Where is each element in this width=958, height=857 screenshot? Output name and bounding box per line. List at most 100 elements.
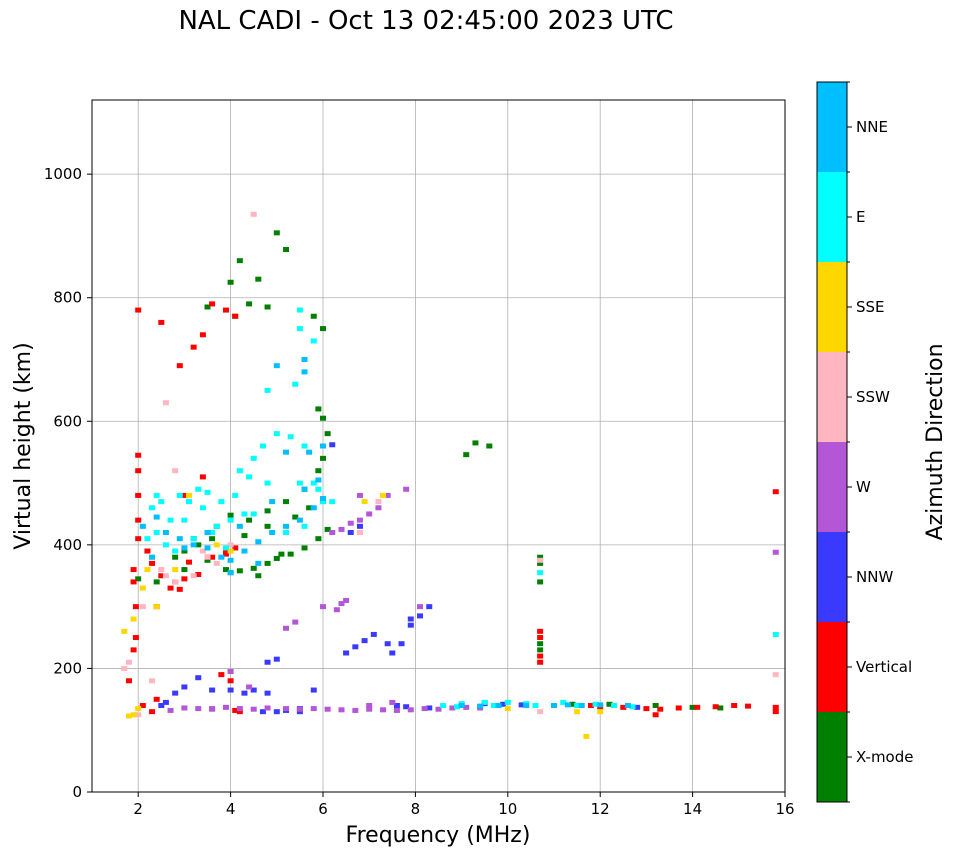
point-e [158,499,165,505]
point-nnw [407,622,414,628]
point-e [209,530,216,535]
y-axis: 0 200 400 600 800 1000 [44,165,92,801]
point-e [204,489,211,495]
point-nnw [264,690,271,696]
point-nne [301,369,308,375]
point-w [329,530,336,535]
point-vertical [694,704,701,710]
point-w [356,517,363,523]
point-x-mode [255,573,262,579]
point-x-mode [250,565,257,571]
point-nne [269,530,276,535]
point-sse [153,604,160,610]
point-w [449,705,456,711]
point-nnw [398,641,405,647]
point-x-mode [287,551,294,557]
point-sse [186,492,193,498]
point-x-mode [236,568,243,574]
point-nnw [361,638,368,644]
colorbar-tick-label: SSW [856,388,890,406]
point-vertical [190,344,197,350]
point-nnw [310,687,317,693]
point-vertical [135,492,142,498]
colorbar-tick-label: E [856,208,865,226]
point-w [352,707,359,713]
point-x-mode [236,258,243,264]
point-vertical [643,706,650,712]
point-nne [227,557,234,563]
point-w [380,707,387,713]
colorbar-segment [817,172,847,262]
point-vertical [772,704,779,710]
y-tick-label: 200 [53,659,82,677]
point-x-mode [537,641,544,647]
point-vertical [144,548,151,554]
point-e [532,703,539,708]
point-vertical [222,551,229,557]
point-x-mode [486,443,493,449]
point-vertical [232,313,239,319]
point-w [296,706,303,712]
point-vertical [135,536,142,542]
colorbar-tick-label: X-mode [856,748,913,766]
point-w [227,669,234,675]
point-nnw [384,641,391,647]
point-e [250,455,257,461]
point-e [232,492,239,498]
point-nne [301,357,308,362]
point-vertical [167,585,174,591]
point-x-mode [569,701,576,707]
x-tick-label: 6 [318,800,328,818]
point-nne [283,523,290,529]
point-ssw [149,678,156,684]
point-nne [204,530,211,535]
point-ssw [250,211,257,217]
data-marks [121,211,779,739]
point-vertical [158,573,165,579]
colorbar-segment [817,532,847,622]
point-vertical [772,709,779,715]
point-nne [523,703,530,708]
point-nne [306,449,313,455]
point-vertical [135,517,142,523]
point-nne [458,703,465,708]
point-vertical [731,703,738,708]
point-x-mode [283,499,290,505]
point-w [421,706,428,712]
point-w [310,706,317,712]
point-w [292,619,299,625]
point-e [301,443,308,449]
colorbar-segment [817,82,847,172]
point-vertical [537,659,544,665]
point-e [273,431,280,437]
point-sse [380,492,387,498]
colorbar-tick-label: Vertical [856,658,912,676]
plot-frame [91,99,786,793]
colorbar-label: Azimuth Direction [923,343,948,540]
point-sse [135,706,142,712]
point-vertical [232,545,239,551]
point-x-mode [324,526,331,532]
colorbar-segment [817,352,847,442]
point-nne [495,703,502,708]
point-nne [310,505,317,511]
point-x-mode [195,542,202,548]
point-w [338,707,345,713]
point-nnw [518,702,525,708]
point-ssw [162,400,169,406]
point-w [209,706,216,712]
point-nnw [158,703,165,708]
point-vertical [199,474,206,480]
point-e [236,468,243,474]
point-ssw [199,548,206,554]
point-w [417,604,424,610]
point-nne [236,523,243,529]
point-nnw [329,442,336,448]
point-w [389,699,396,705]
point-vertical [135,452,142,458]
point-e [592,701,599,707]
point-e [296,480,303,486]
point-vertical [195,572,202,578]
point-vertical [135,468,142,474]
point-e [453,704,460,710]
